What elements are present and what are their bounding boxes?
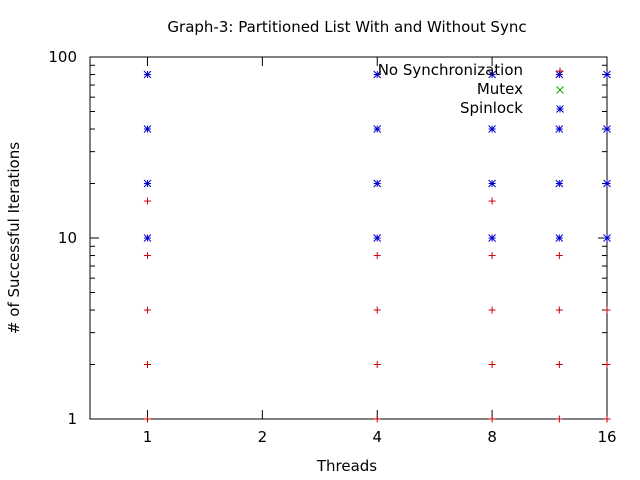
data-point [143,306,151,314]
data-point [603,234,611,242]
legend-label: Spinlock [460,99,523,117]
data-point [488,197,496,205]
data-point [603,179,611,188]
data-point [603,125,611,133]
data-point [603,361,611,369]
y-tick-label: 10 [58,229,77,247]
data-point [555,70,564,79]
data-point [488,252,496,260]
x-tick-label: 1 [143,428,153,446]
y-tick-label: 1 [67,410,77,428]
x-axis-label: Threads [316,457,377,475]
legend-marker [556,86,564,94]
data-point [488,361,496,369]
data-point [143,415,151,423]
data-point [143,125,152,133]
data-point [143,179,152,188]
legend-label: Mutex [477,80,523,98]
data-point [555,415,563,423]
chart-title: Graph-3: Partitioned List With and Witho… [167,18,526,36]
x-tick-label: 4 [372,428,382,446]
data-point [488,70,496,79]
data-point [143,197,151,205]
data-point [603,415,611,423]
data-point [373,70,382,79]
data-point [555,361,563,369]
data-point [488,125,496,133]
data-point [555,125,564,133]
data-point [488,234,496,242]
x-tick-label: 8 [487,428,497,446]
legend-label: No Synchronization [378,61,523,79]
data-point [373,234,382,242]
data-point [143,234,152,242]
data-point [373,125,382,133]
data-point [488,306,496,314]
data-points [143,70,611,423]
data-point [488,179,496,188]
legend-marker [556,105,564,113]
y-tick-label: 100 [48,48,77,66]
data-point [555,234,564,242]
data-point [603,306,611,314]
data-point [143,252,151,260]
data-point [373,415,381,423]
legend-marker [556,67,564,75]
data-point [373,252,381,260]
data-point [373,306,381,314]
x-tick-label: 2 [258,428,268,446]
y-axis-label: # of Successful Iterations [5,142,23,334]
data-point [143,70,152,79]
data-point [373,179,382,188]
data-point [373,361,381,369]
data-point [603,70,611,79]
data-point [555,252,563,260]
data-point [555,179,564,188]
axis-ticks: 1 2 4 8 16 1 10 100 [48,48,616,446]
x-tick-label: 16 [597,428,616,446]
plot-frame [89,56,608,420]
data-point [555,306,563,314]
data-point [488,415,496,423]
data-point [143,361,151,369]
